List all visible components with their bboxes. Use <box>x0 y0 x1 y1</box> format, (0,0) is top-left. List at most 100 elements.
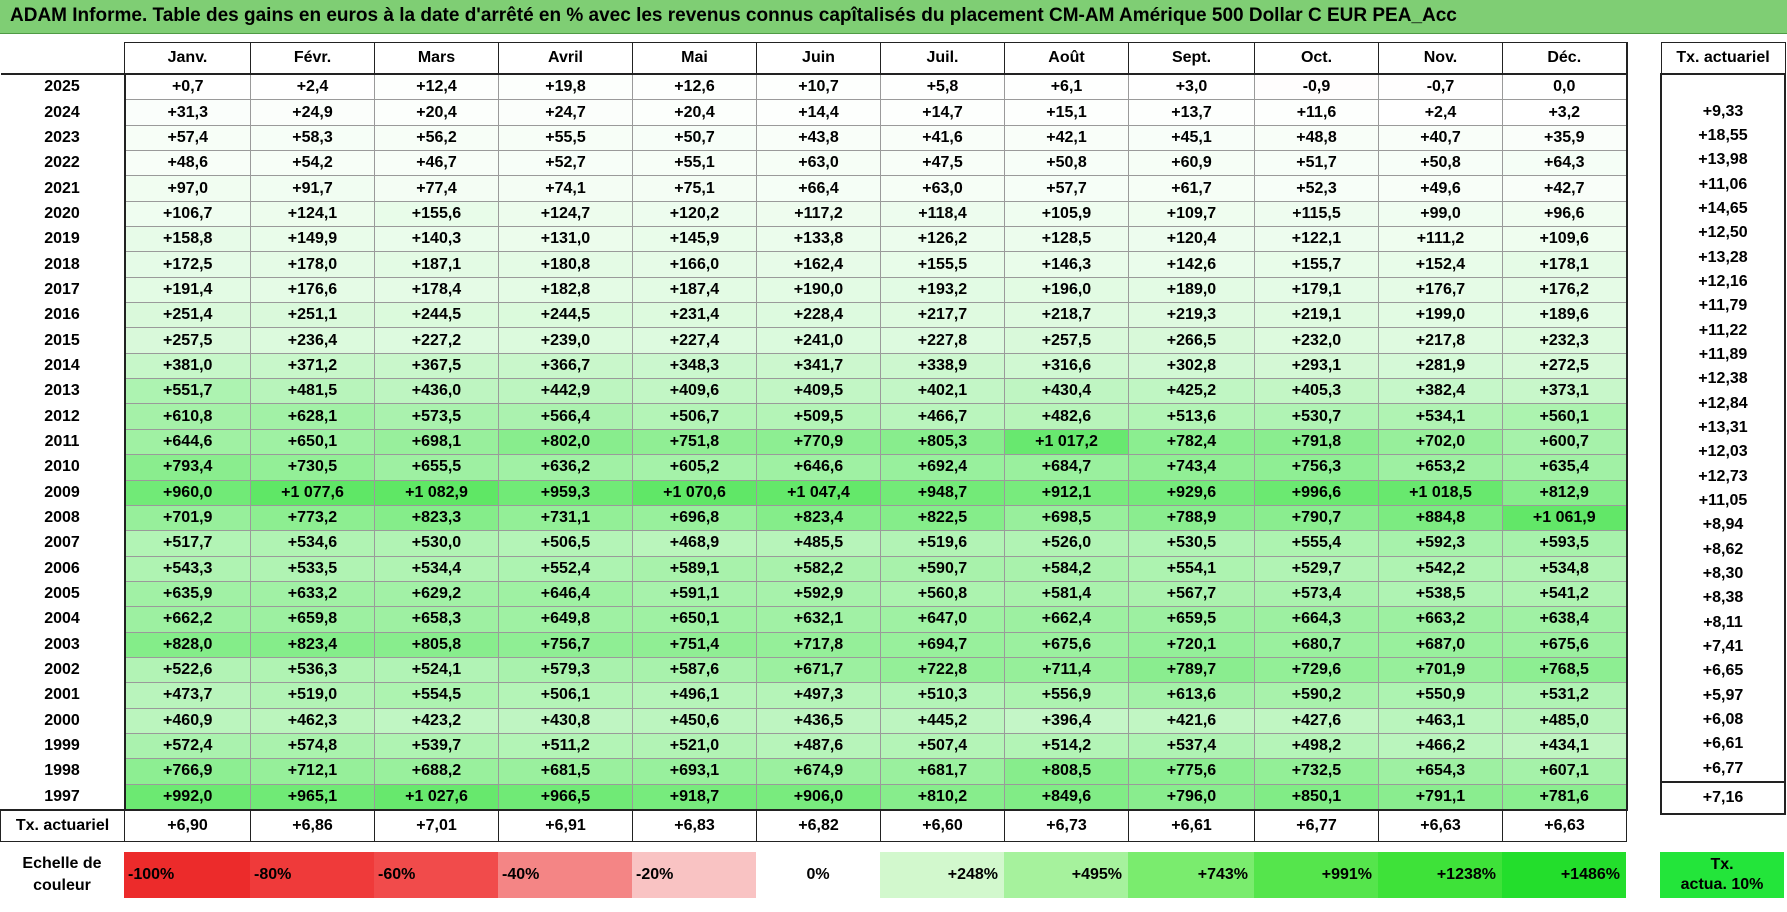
legend-swatch: -40% <box>498 852 632 898</box>
gain-cell: +109,6 <box>1502 226 1628 253</box>
side-row: +11,05 <box>1660 488 1786 514</box>
gain-cell: +551,7 <box>124 378 251 405</box>
gain-cell: +510,3 <box>880 682 1005 709</box>
side-row: +9,33 <box>1660 99 1786 124</box>
gain-cell: +3,0 <box>1128 73 1255 101</box>
gain-cell: +687,0 <box>1378 631 1503 658</box>
gain-cell: +537,4 <box>1128 732 1255 760</box>
gain-cell: +189,6 <box>1502 302 1628 329</box>
gain-cell: +442,9 <box>498 378 633 405</box>
page-title: ADAM Informe. Table des gains en euros à… <box>10 5 1457 26</box>
gain-cell: +730,5 <box>250 454 375 481</box>
gain-cell: +506,5 <box>498 530 633 557</box>
actuarial-rate-table: Tx. actuariel +9,33 +18,55 +13,98 +11,06 +14… <box>1660 42 1786 815</box>
side-row: +11,89 <box>1660 342 1786 368</box>
gain-cell: +698,1 <box>374 428 499 456</box>
footer-rate-cell: +6,91 <box>498 808 633 842</box>
gain-cell: +14,7 <box>880 99 1005 126</box>
gain-cell: +97,0 <box>124 175 251 202</box>
year-label: 2008 <box>0 505 126 531</box>
footer-rate-cell: +6,90 <box>124 808 251 842</box>
legend-swatch: +743% <box>1128 852 1254 898</box>
footer-rate-cell: +6,63 <box>1502 808 1627 842</box>
gain-cell: +462,3 <box>250 707 375 734</box>
gain-cell: +593,5 <box>1502 530 1628 557</box>
gain-cell: +732,5 <box>1254 758 1379 785</box>
year-label: 1999 <box>0 733 126 759</box>
gain-cell: +468,9 <box>632 530 757 557</box>
gain-cell: +906,0 <box>756 783 881 811</box>
gain-cell: +675,6 <box>1502 631 1628 658</box>
gain-cell: +178,0 <box>250 251 375 278</box>
gain-cell: +74,1 <box>498 175 633 202</box>
year-label: 2015 <box>0 327 126 354</box>
actuarial-rate-cell: +6,08 <box>1660 707 1786 733</box>
gain-cell: +316,6 <box>1004 352 1129 380</box>
gain-cell: +591,1 <box>632 580 757 608</box>
actuarial-rate-cell: +12,50 <box>1660 221 1786 246</box>
footer-rate-cell: +6,86 <box>250 808 375 842</box>
gain-cell: +131,0 <box>498 226 633 253</box>
gain-cell: +427,6 <box>1254 707 1379 734</box>
gain-cell: +12,4 <box>374 73 499 101</box>
table-row: 1998 +766,9 +712,1 +688,2 +681,5 +693,1 +674,9… <box>0 758 1628 785</box>
gain-cell: +751,8 <box>632 428 757 456</box>
table-row: 2008 +701,9 +773,2 +823,3 +731,1 +696,8 +823,4… <box>0 504 1628 532</box>
gain-cell: +466,2 <box>1378 732 1503 760</box>
actuarial-rate-cell: +13,31 <box>1660 415 1786 441</box>
gain-cell: +251,1 <box>250 302 375 329</box>
gain-cell: +405,3 <box>1254 378 1379 405</box>
gain-cell: +1 077,6 <box>250 479 375 506</box>
gain-cell: +770,9 <box>756 428 881 456</box>
gain-cell: +810,2 <box>880 783 1005 811</box>
actuarial-rate-cell: +11,06 <box>1660 172 1786 197</box>
gain-cell: +20,4 <box>374 99 499 126</box>
year-label: 2020 <box>0 201 126 227</box>
footer-rate-cell: +6,82 <box>756 808 881 842</box>
month-header-9: Sept. <box>1128 42 1255 75</box>
gain-cell: +145,9 <box>632 226 757 253</box>
gain-cell: +507,4 <box>880 732 1005 760</box>
actuarial-rate-cell: +12,38 <box>1660 367 1786 392</box>
gain-cell: +567,7 <box>1128 580 1255 608</box>
side-row: +8,11 <box>1660 610 1786 635</box>
gain-cell: +607,1 <box>1502 758 1628 785</box>
year-label: 1997 <box>0 784 126 810</box>
gain-cell: +425,2 <box>1128 378 1255 405</box>
gain-cell: +60,9 <box>1128 150 1255 177</box>
legend-swatch: +495% <box>1004 852 1128 898</box>
year-label: 2017 <box>0 277 126 303</box>
side-footer-row: +7,16 <box>1660 780 1786 815</box>
gain-cell: +605,2 <box>632 454 757 481</box>
actuarial-rate-cell: +8,62 <box>1660 537 1786 562</box>
gain-cell: +257,5 <box>1004 327 1129 354</box>
gain-cell: +450,6 <box>632 707 757 734</box>
gain-cell: +522,6 <box>124 656 251 684</box>
gain-cell: +790,7 <box>1254 504 1379 532</box>
gain-cell: +959,3 <box>498 479 633 506</box>
table-row: 1997 +992,0 +965,1 +1 027,6 +966,5 +918,7 +906… <box>0 783 1628 811</box>
gain-cell: +10,7 <box>756 73 881 101</box>
gain-cell: +122,1 <box>1254 226 1379 253</box>
gain-cell: +649,8 <box>498 606 633 633</box>
gain-cell: +128,5 <box>1004 226 1129 253</box>
table-row: 2011 +644,6 +650,1 +698,1 +802,0 +751,8 +770,9… <box>0 428 1628 456</box>
gain-cell: +178,1 <box>1502 251 1628 278</box>
gain-cell: +560,1 <box>1502 403 1628 430</box>
legend-rate-cell: Tx. actua. 10% <box>1660 852 1784 898</box>
gain-cell: +600,7 <box>1502 428 1628 456</box>
year-label: 2005 <box>0 581 126 607</box>
gain-cell: +257,5 <box>124 327 251 354</box>
gain-cell: +61,7 <box>1128 175 1255 202</box>
gain-cell: +658,3 <box>374 606 499 633</box>
table-row: 2001 +473,7 +519,0 +554,5 +506,1 +496,1 +497,3… <box>0 682 1628 709</box>
gain-cell: +542,2 <box>1378 555 1503 582</box>
year-label: 2007 <box>0 530 126 557</box>
gain-cell: +66,4 <box>756 175 881 202</box>
gain-cell: +50,8 <box>1004 150 1129 177</box>
table-row: 2019 +158,8 +149,9 +140,3 +131,0 +145,9 +133,8… <box>0 226 1628 253</box>
gain-cell: +49,6 <box>1378 175 1503 202</box>
overall-rate-cell: +7,16 <box>1660 780 1786 815</box>
side-row <box>1660 74 1786 100</box>
table-row: 2002 +522,6 +536,3 +524,1 +579,3 +587,6 +671,7… <box>0 656 1628 684</box>
